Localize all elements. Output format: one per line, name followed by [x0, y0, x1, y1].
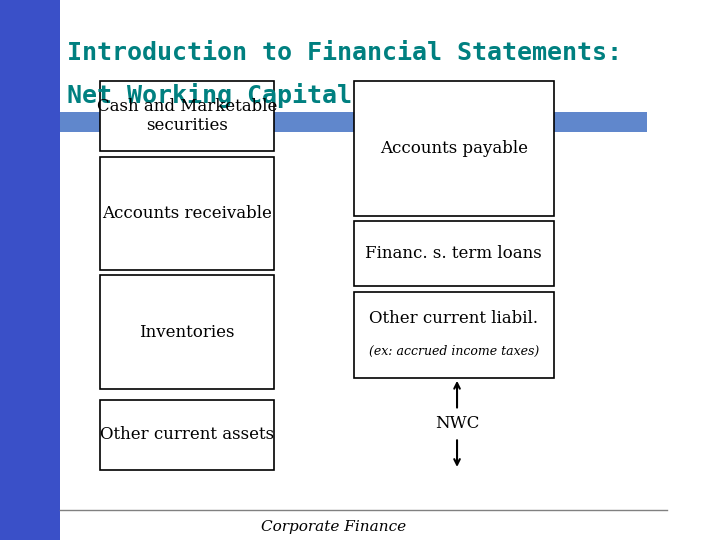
- Text: (ex: accrued income taxes): (ex: accrued income taxes): [369, 345, 539, 357]
- Text: Cash and Marketable
securities: Cash and Marketable securities: [96, 98, 277, 134]
- Text: Accounts payable: Accounts payable: [379, 140, 528, 157]
- FancyBboxPatch shape: [354, 221, 554, 286]
- FancyBboxPatch shape: [100, 275, 274, 389]
- Text: NWC: NWC: [435, 415, 480, 433]
- FancyBboxPatch shape: [100, 81, 274, 151]
- Text: Net Working Capital: Net Working Capital: [67, 83, 352, 108]
- FancyBboxPatch shape: [354, 292, 554, 378]
- Text: Introduction to Financial Statements:: Introduction to Financial Statements:: [67, 41, 622, 65]
- FancyBboxPatch shape: [354, 81, 554, 216]
- Text: Other current assets: Other current assets: [100, 426, 274, 443]
- Text: Inventories: Inventories: [139, 323, 235, 341]
- FancyBboxPatch shape: [60, 112, 647, 132]
- Text: Financ. s. term loans: Financ. s. term loans: [365, 245, 542, 262]
- FancyBboxPatch shape: [0, 0, 60, 540]
- Text: Other current liabil.: Other current liabil.: [369, 310, 538, 327]
- FancyBboxPatch shape: [100, 400, 274, 470]
- FancyBboxPatch shape: [100, 157, 274, 270]
- Text: Corporate Finance: Corporate Finance: [261, 519, 406, 534]
- Text: Accounts receivable: Accounts receivable: [102, 205, 271, 222]
